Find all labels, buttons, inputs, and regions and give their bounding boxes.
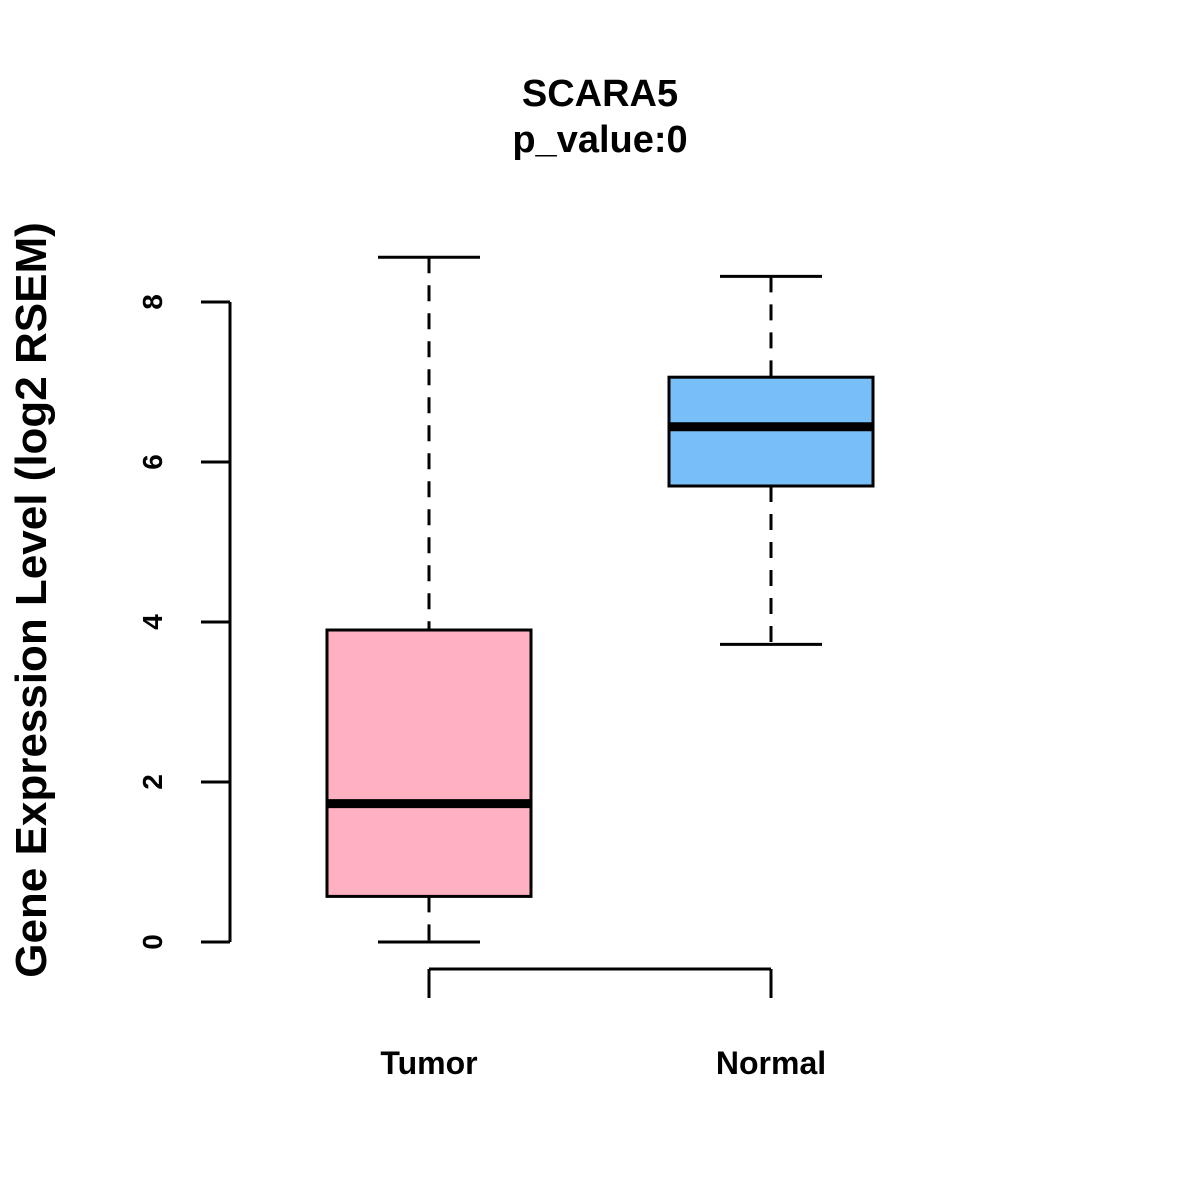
y-tick-label: 8 <box>137 294 168 310</box>
chart-subtitle: p_value:0 <box>512 119 687 161</box>
iqr-box <box>325 628 533 898</box>
y-axis: 0 2 4 6 8 <box>137 294 232 950</box>
boxes <box>325 255 875 944</box>
x-axis: Tumor Normal <box>380 967 826 1081</box>
x-tick-label-tumor: Tumor <box>380 1045 477 1081</box>
x-tick-label-normal: Normal <box>716 1045 826 1081</box>
box-tumor <box>325 255 533 944</box>
y-tick-label: 2 <box>137 774 168 790</box>
y-tick-label: 0 <box>137 934 168 950</box>
y-tick-label: 4 <box>137 614 168 630</box>
y-axis-label: Gene Expression Level (log2 RSEM) <box>7 222 56 978</box>
chart-title: SCARA5 <box>522 73 678 115</box>
y-tick-label: 6 <box>137 454 168 470</box>
iqr-box <box>667 375 875 488</box>
box-normal <box>667 274 875 646</box>
